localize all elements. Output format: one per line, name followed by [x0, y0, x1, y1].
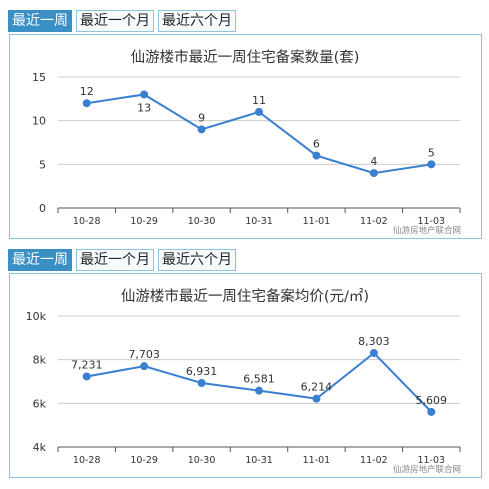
- chart-price: 仙游楼市最近一周住宅备案均价(元/㎡) 4k 6k 8k 10k 10-28 10-29 10…: [26, 287, 461, 475]
- x-tick-label: 10-31: [245, 216, 273, 227]
- x-tick-label: 10-28: [73, 216, 101, 227]
- data-point: [427, 407, 436, 416]
- y-tick-label: 4k: [33, 441, 47, 454]
- data-point: [427, 160, 436, 169]
- source-credit: 仙游房地产联合网: [393, 464, 461, 475]
- data-point: [312, 394, 321, 403]
- y-tick-label: 15: [32, 71, 46, 84]
- y-tick-label: 6k: [33, 397, 47, 410]
- data-point: [197, 125, 206, 134]
- x-tick-label: 11-03: [417, 455, 445, 466]
- x-tick-label: 10-29: [130, 455, 158, 466]
- data-label: 5,609: [416, 394, 448, 407]
- data-label: 6,931: [186, 365, 218, 378]
- x-tick-label: 11-01: [303, 455, 331, 466]
- data-label: 8,303: [358, 335, 390, 348]
- data-label: 6,581: [243, 373, 275, 386]
- y-tick-label: 0: [39, 202, 46, 215]
- data-label: 7,231: [71, 358, 103, 371]
- chart-panel-1: 仙游楼市最近一周住宅备案数量(套) 0 5 10 15 10-28 10-29 10-30 10…: [9, 34, 482, 239]
- chart-title: 仙游楼市最近一周住宅备案数量(套): [131, 48, 360, 66]
- x-tick-label: 11-02: [360, 455, 388, 466]
- x-tick-label: 11-03: [417, 216, 445, 227]
- chart-title: 仙游楼市最近一周住宅备案均价(元/㎡): [121, 287, 369, 305]
- y-tick-label: 10: [32, 115, 46, 128]
- tab-week[interactable]: 最近一周: [8, 249, 72, 271]
- tab-month[interactable]: 最近一个月: [76, 10, 154, 32]
- tab-six-months[interactable]: 最近六个月: [158, 249, 236, 271]
- data-label: 4: [370, 155, 377, 168]
- y-tick-label: 10k: [26, 310, 47, 323]
- tab-bar-2: 最近一周 最近一个月 最近六个月: [8, 249, 236, 271]
- data-point: [312, 151, 321, 160]
- data-label: 11: [252, 94, 266, 107]
- data-point: [255, 386, 263, 395]
- tab-bar-1: 最近一周 最近一个月 最近六个月: [8, 10, 236, 32]
- x-tick-label: 10-30: [188, 455, 216, 466]
- x-tick-label: 10-31: [245, 455, 273, 466]
- data-label: 7,703: [128, 348, 160, 361]
- x-tick-label: 11-01: [303, 216, 331, 227]
- tab-six-months[interactable]: 最近六个月: [158, 10, 236, 32]
- data-point: [369, 349, 378, 358]
- data-point: [140, 362, 149, 371]
- data-label: 6,214: [301, 381, 333, 394]
- data-label: 5: [428, 146, 435, 159]
- data-label: 12: [80, 85, 94, 98]
- source-credit: 仙游房地产联合网: [393, 225, 461, 236]
- data-point: [82, 372, 91, 381]
- chart-count: 仙游楼市最近一周住宅备案数量(套) 0 5 10 15 10-28 10-29 10-30 10…: [32, 48, 461, 236]
- data-label: 9: [198, 111, 205, 124]
- chart-panel-2: 仙游楼市最近一周住宅备案均价(元/㎡) 4k 6k 8k 10k 10-28 10-29 10…: [9, 273, 482, 478]
- tab-month[interactable]: 最近一个月: [76, 249, 154, 271]
- data-label: 6: [313, 138, 320, 151]
- x-tick-label: 10-30: [188, 216, 216, 227]
- data-point: [255, 107, 263, 116]
- y-tick-label: 8k: [33, 354, 47, 367]
- data-label: 13: [137, 101, 151, 114]
- data-point: [140, 90, 149, 99]
- x-tick-label: 10-29: [130, 216, 158, 227]
- data-point: [82, 99, 91, 108]
- tab-week[interactable]: 最近一周: [8, 10, 72, 32]
- data-point: [197, 379, 206, 388]
- data-point: [369, 169, 378, 178]
- y-tick-label: 5: [39, 158, 46, 171]
- x-tick-label: 11-02: [360, 216, 388, 227]
- x-tick-label: 10-28: [73, 455, 101, 466]
